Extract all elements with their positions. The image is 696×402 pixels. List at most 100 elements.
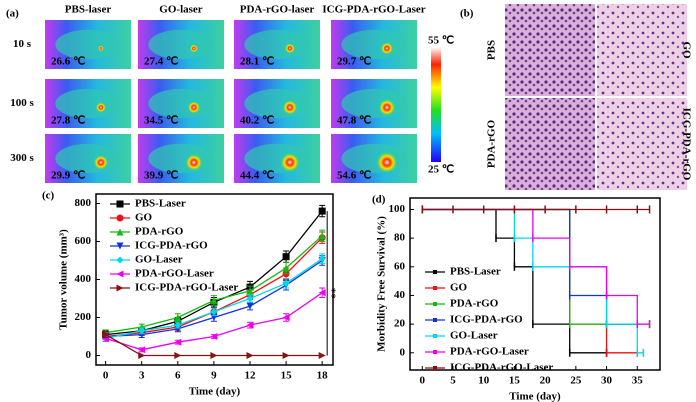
- marker: [210, 296, 218, 304]
- y-tick-label: 0: [86, 349, 92, 361]
- legend-label: PBS-Laser: [135, 198, 186, 210]
- y-tick-label: 200: [75, 311, 92, 323]
- y-axis-label: Morbidity Free Survival (%): [376, 216, 388, 352]
- image-label: ICG-PDA-rGO: [680, 108, 692, 181]
- marker: [318, 255, 326, 263]
- x-tick-label: 9: [211, 370, 217, 382]
- hot-spot: [189, 44, 198, 53]
- marker: [116, 256, 124, 264]
- panel-label: (a): [6, 8, 19, 20]
- marker: [174, 321, 182, 329]
- marker: [282, 314, 290, 321]
- series-line: [422, 208, 650, 325]
- marker: [246, 352, 254, 359]
- row-label: 300 s: [10, 152, 34, 164]
- y-tick-label: 400: [75, 273, 92, 285]
- legend-marker: [433, 318, 437, 322]
- marker: [116, 228, 124, 236]
- panel-label: (c): [42, 190, 55, 202]
- temperature: 40.2 ℃: [240, 115, 274, 127]
- row-label: 100 s: [10, 97, 34, 109]
- legend-marker: [433, 334, 437, 338]
- legend-label: PBS-Laser: [450, 266, 501, 278]
- marker: [116, 242, 124, 250]
- hot-spot: [187, 101, 201, 114]
- legend-label: ICG-PDA-rGO: [135, 240, 208, 252]
- marker: [282, 352, 290, 359]
- histology-image: [597, 4, 687, 96]
- hot-spot: [378, 98, 396, 116]
- image-label: PDA-rGO: [486, 119, 498, 168]
- hot-spot: [376, 151, 398, 174]
- legend-label: PDA-rGO: [135, 226, 184, 238]
- marker: [102, 334, 110, 342]
- hot-spot: [380, 42, 394, 55]
- column-header: GO-laser: [159, 4, 202, 16]
- marker: [138, 327, 146, 335]
- mouse-body: [148, 29, 214, 60]
- series-line: [422, 208, 607, 354]
- marker: [116, 214, 124, 222]
- x-tick-label: 0: [420, 375, 426, 387]
- histology-image: [597, 98, 687, 190]
- panels: (a) PBS-laser GO-laser PDA-rGO-laser ICG-PDA…: [6, 4, 692, 402]
- colorbar-max: 55 ℃: [428, 35, 454, 47]
- marker: [246, 287, 254, 295]
- legend-marker: [433, 302, 437, 306]
- x-tick-label: 18: [317, 370, 329, 382]
- marker: [246, 302, 254, 310]
- hot-spot: [282, 100, 298, 115]
- marker: [174, 338, 182, 346]
- hot-spot: [95, 102, 107, 113]
- histology-image: [505, 4, 595, 96]
- y-tick-label: 0: [400, 346, 406, 358]
- colorbar-min: 25 ℃: [428, 164, 454, 176]
- y-tick-label: 20: [394, 318, 406, 330]
- y-axis-label: Tumor volume (mm³): [58, 229, 70, 330]
- x-tick-label: 12: [244, 370, 256, 382]
- y-tick-label: 60: [394, 260, 406, 272]
- marker: [174, 314, 182, 321]
- plot-frame: [95, 193, 334, 366]
- marker: [282, 264, 290, 272]
- x-tick-label: 6: [175, 370, 181, 382]
- marker: [174, 352, 182, 359]
- temperature: 39.9 ℃: [144, 170, 178, 182]
- marker: [174, 325, 182, 333]
- x-tick-label: 25: [570, 375, 582, 387]
- marker: [318, 232, 326, 240]
- legend-marker: [433, 286, 437, 290]
- marker: [138, 331, 146, 339]
- legend-label: GO: [450, 282, 468, 294]
- marker: [318, 352, 326, 359]
- y-tick-label: 800: [75, 197, 92, 209]
- temperature: 47.8 ℃: [337, 115, 371, 127]
- x-tick-label: 20: [540, 375, 552, 387]
- temperature: 28.1 ℃: [240, 56, 274, 68]
- column-header: ICG-PDA-rGO-Laser: [322, 4, 425, 16]
- marker: [138, 323, 146, 331]
- legend-label: ICG-PDA-rGO: [450, 314, 523, 326]
- colorbar: [431, 47, 441, 162]
- x-tick-label: 15: [281, 370, 293, 382]
- image-label: PBS: [486, 40, 498, 60]
- plot-frame: [409, 197, 661, 371]
- marker: [246, 321, 254, 329]
- y-tick-label: 100: [389, 203, 406, 215]
- x-tick-label: 3: [139, 370, 145, 382]
- x-axis-label: Time (day): [189, 386, 241, 398]
- marker: [138, 352, 146, 359]
- marker: [210, 333, 218, 340]
- temperature: 27.8 ℃: [51, 115, 85, 127]
- temperature: 27.4 ℃: [144, 56, 178, 68]
- annotation: **: [326, 288, 338, 300]
- x-axis-label: Time (day): [509, 391, 561, 402]
- legend-label: GO-Laser: [450, 330, 498, 342]
- y-tick-label: 600: [75, 235, 92, 247]
- legend-label: PDA-rGO: [450, 298, 499, 310]
- column-header: PDA-rGO-laser: [240, 4, 315, 16]
- hot-spot: [284, 43, 296, 54]
- y-tick-label: 80: [394, 232, 406, 244]
- legend-label: GO: [135, 212, 153, 224]
- legend-label: PDA-rGO-Laser: [450, 346, 529, 358]
